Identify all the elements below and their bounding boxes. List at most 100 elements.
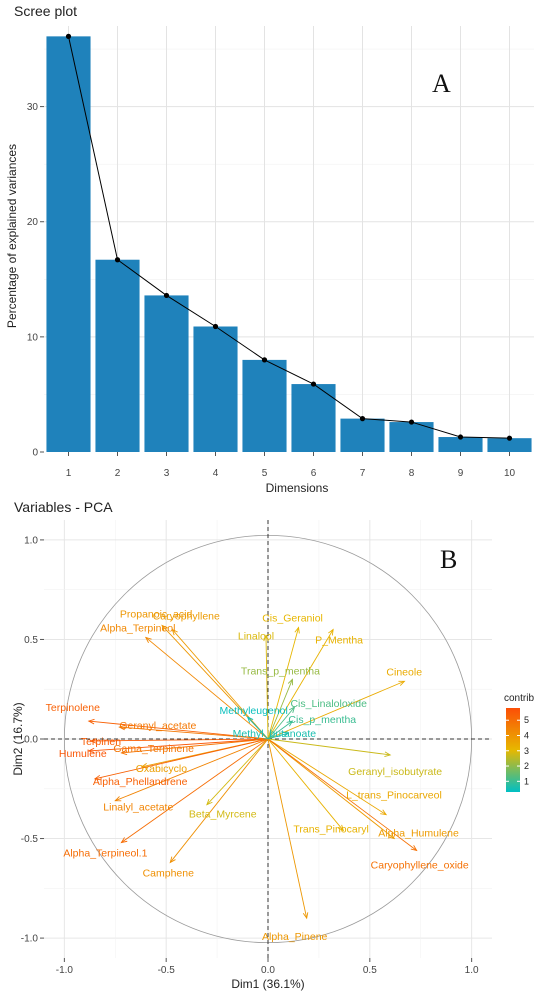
variable-arrow — [90, 738, 269, 742]
variable-label: Alpha_Terpineol.1 — [63, 848, 147, 860]
variable-arrow — [115, 738, 269, 802]
y-tick-label: 0 — [32, 448, 38, 459]
panel-label-b: B — [440, 545, 457, 574]
y-tick-label: 0.5 — [24, 635, 38, 646]
variable-arrowhead — [337, 824, 345, 832]
legend-tick-label: 4 — [524, 730, 529, 740]
variable-label: Alpha_Phellandrene — [93, 776, 188, 788]
variable-label: Cineole — [386, 666, 422, 678]
legend-tick-label: 1 — [524, 776, 529, 786]
scree-point — [457, 434, 464, 440]
scree-bar — [291, 384, 336, 452]
pca-x-ticks: -1.0 -0.5 0.0 0.5 1.0 — [56, 958, 479, 976]
variable-arrowhead — [161, 624, 168, 632]
variable-label: Propanoic_acid — [120, 609, 193, 621]
scree-plot-panel: Scree plot 0 10 20 30 1 2 3 4 5 6 7 8 9 10 Dimension… — [5, 3, 534, 495]
scree-line — [68, 36, 510, 439]
variable-arrowhead — [263, 634, 269, 642]
variable-arrowhead — [118, 724, 126, 731]
y-tick-label: 10 — [27, 332, 39, 343]
variable-label: Alpha_Terpineol — [100, 622, 175, 634]
variable-arrow — [267, 706, 295, 740]
variable-arrowhead — [87, 747, 95, 754]
variable-labels: Propanoic_acidCaryophylleneAlpha_Terpine… — [46, 609, 469, 944]
variable-arrowhead — [171, 628, 178, 636]
scree-point — [261, 357, 268, 363]
x-tick-label: 7 — [360, 468, 366, 479]
variable-label: Camphene — [143, 867, 195, 879]
variable-label: Geranyl_isobutyrate — [348, 766, 442, 778]
x-tick-label: 9 — [458, 468, 464, 479]
variable-arrow — [267, 732, 289, 740]
variable-arrow — [267, 680, 405, 740]
variable-label: Alpha_Pinene — [262, 931, 328, 943]
scree-plot-x-axis-title: Dimensions — [266, 481, 329, 495]
scree-plot-title: Scree plot — [14, 3, 77, 19]
scree-point — [310, 381, 317, 387]
x-tick-label: 4 — [213, 468, 219, 479]
scree-bar — [95, 259, 140, 452]
variable-arrow — [267, 738, 395, 839]
variable-label: Methyl_butanoate — [233, 728, 317, 740]
y-tick-label: 30 — [27, 102, 39, 113]
variable-arrow — [267, 738, 344, 831]
x-tick-label: 3 — [164, 468, 170, 479]
scree-bar — [487, 438, 532, 452]
variable-label: Trans_Pinocaryl — [293, 824, 368, 836]
variable-arrow — [267, 738, 387, 816]
variable-label: Cis_p_mentha — [288, 714, 356, 726]
variable-label: Terpinolene — [46, 702, 100, 714]
y-tick-label: 1.0 — [24, 535, 38, 546]
legend-tick-label: 2 — [524, 761, 529, 771]
variable-arrowhead — [410, 845, 418, 852]
variable-arrowhead — [286, 720, 294, 727]
contrib-legend: contrib 1 2 3 4 5 — [504, 693, 534, 792]
variable-arrow — [206, 738, 269, 806]
x-tick-label: -1.0 — [56, 965, 74, 976]
pca-variables-panel: Variables - PCA Propanoic_acidCaryophyll… — [11, 499, 534, 991]
variable-arrow — [169, 738, 269, 863]
scree-plot-x-ticks: 1 2 3 4 5 6 7 8 9 10 — [66, 452, 515, 479]
variable-arrow — [145, 637, 269, 740]
x-tick-label: 6 — [311, 468, 317, 479]
variable-arrow — [267, 738, 417, 851]
variable-arrow — [171, 629, 269, 740]
scree-bar — [438, 437, 483, 452]
scree-point — [114, 257, 121, 263]
variable-label: L_trans_Pinocarveol — [346, 790, 442, 802]
variable-arrow — [247, 716, 269, 740]
scree-bar — [193, 326, 238, 452]
legend-colorbar — [506, 708, 520, 792]
variable-arrowhead — [114, 796, 122, 802]
scree-plot-y-axis-title: Percentage of explained variances — [5, 144, 19, 328]
variable-arrow — [121, 738, 269, 754]
scree-bar — [340, 418, 385, 452]
variable-arrowhead — [380, 809, 388, 816]
variable-label: Oxabicyclo — [136, 763, 188, 775]
variable-arrowhead — [120, 837, 128, 844]
variable-label: Terpinen — [81, 736, 121, 748]
variable-label: Gama_Terpinene — [113, 743, 194, 755]
variable-label: Linalool — [238, 630, 274, 642]
variable-arrowhead — [302, 912, 309, 920]
scree-bar — [144, 295, 189, 452]
x-tick-label: 0.0 — [261, 965, 275, 976]
variable-arrow — [94, 738, 269, 780]
scree-point — [506, 435, 513, 441]
x-tick-label: 1 — [66, 468, 72, 479]
x-tick-label: -0.5 — [158, 965, 176, 976]
legend-tick-label: 3 — [524, 746, 529, 756]
variable-arrowhead — [384, 751, 392, 757]
variable-arrow — [267, 627, 299, 740]
variable-arrowhead — [169, 856, 176, 864]
variable-arrowhead — [87, 718, 95, 725]
variable-arrow — [265, 635, 269, 740]
variable-arrows — [87, 624, 418, 920]
variable-arrow — [88, 720, 269, 740]
pca-plot-title: Variables - PCA — [14, 499, 113, 515]
x-tick-label: 0.5 — [363, 965, 377, 976]
variable-arrowhead — [287, 678, 293, 686]
variable-label: P_Mentha — [315, 635, 363, 647]
scree-plot-line — [65, 33, 513, 441]
variable-arrowhead — [89, 738, 97, 744]
